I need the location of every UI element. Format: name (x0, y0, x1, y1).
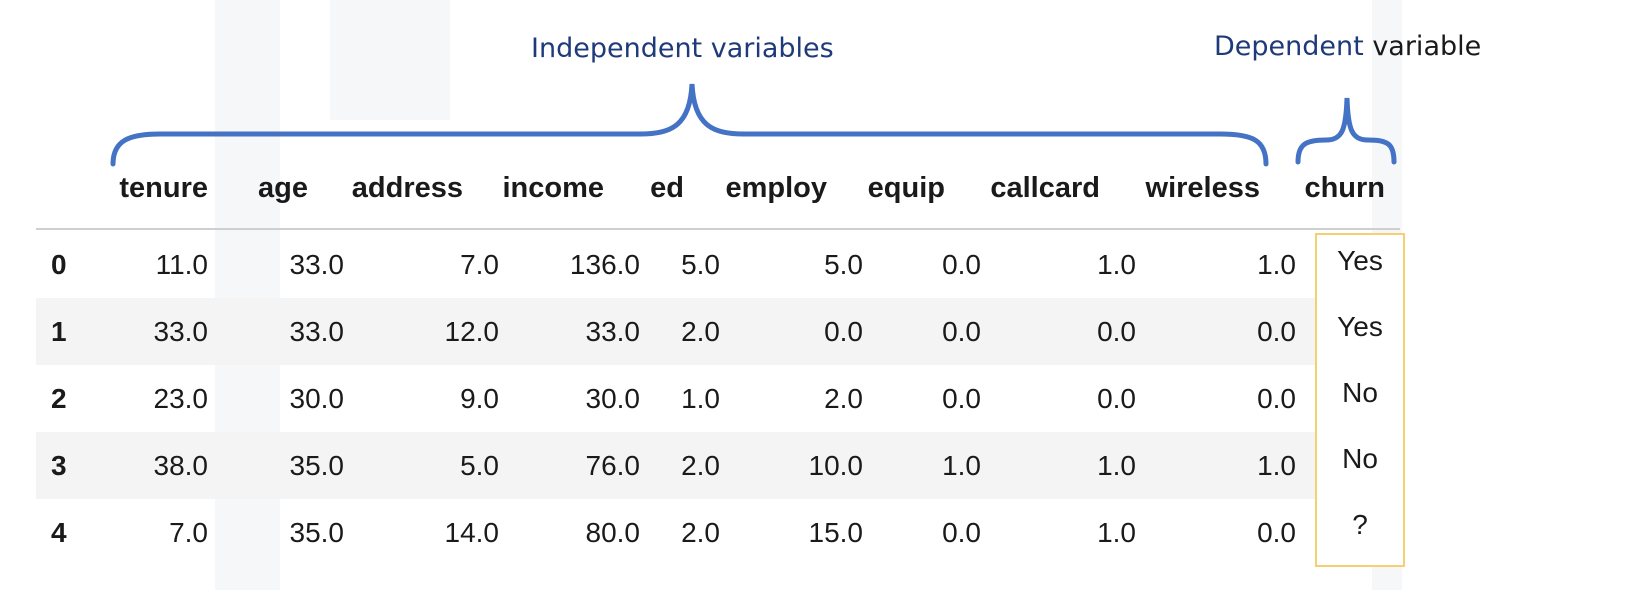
table-cell-callcard: 0.0 (1097, 316, 1136, 347)
col-header-callcard: callcard (990, 172, 1100, 204)
table-row: 3 38.0 35.0 5.0 76.0 2.0 10.0 1.0 1.0 1.0 (36, 432, 1400, 499)
table-cell-wireless: 1.0 (1257, 450, 1296, 481)
table-cell-employ: 2.0 (824, 383, 863, 414)
table-cell-ed: 5.0 (681, 249, 720, 280)
churn-value: No (1342, 443, 1378, 474)
header-divider (36, 228, 1400, 230)
row-index: 4 (51, 517, 67, 548)
table-cell-income: 80.0 (585, 517, 641, 548)
churn-value: Yes (1337, 245, 1383, 276)
table-cell-equip: 0.0 (942, 517, 981, 548)
table-cell-age: 35.0 (289, 450, 345, 481)
table-cell-income: 33.0 (585, 316, 641, 347)
churn-value: No (1342, 377, 1378, 408)
dependent-word: Dependent (1214, 31, 1364, 62)
dependent-variable-label: Dependent variable (1214, 31, 1481, 62)
table-cell-employ: 10.0 (808, 450, 864, 481)
table-cell-employ: 0.0 (824, 316, 863, 347)
row-index: 0 (51, 249, 67, 280)
col-header-age: age (258, 172, 308, 204)
table-row: 1 33.0 33.0 12.0 33.0 2.0 0.0 0.0 0.0 0.0 (36, 298, 1400, 365)
table-cell-callcard: 1.0 (1097, 249, 1136, 280)
table-cell-wireless: 1.0 (1257, 249, 1296, 280)
row-index: 3 (51, 450, 67, 481)
table-cell-equip: 0.0 (942, 316, 981, 347)
table-cell-address: 5.0 (460, 450, 499, 481)
table-cell-ed: 2.0 (681, 450, 720, 481)
table-cell-ed: 1.0 (681, 383, 720, 414)
table-cell-address: 7.0 (460, 249, 499, 280)
dependent-brace (1295, 97, 1397, 165)
row-index: 2 (51, 383, 67, 414)
table-row: 0 11.0 33.0 7.0 136.0 5.0 5.0 0.0 1.0 1.0 (36, 231, 1400, 298)
table-cell-age: 35.0 (289, 517, 345, 548)
table-cell-tenure: 23.0 (153, 383, 209, 414)
table-cell-equip: 0.0 (942, 383, 981, 414)
table-cell-address: 12.0 (444, 316, 500, 347)
col-header-wireless: wireless (1145, 172, 1260, 204)
table-cell-age: 33.0 (289, 249, 345, 280)
col-header-address: address (351, 172, 463, 204)
table-cell-tenure: 7.0 (169, 517, 208, 548)
table-cell-income: 30.0 (585, 383, 641, 414)
independent-variables-label: Independent variables (531, 33, 834, 64)
col-header-income: income (502, 172, 604, 204)
col-header-employ: employ (725, 172, 827, 204)
col-header-tenure: tenure (119, 172, 208, 204)
table-cell-income: 136.0 (569, 249, 640, 280)
table-cell-equip: 0.0 (942, 249, 981, 280)
table-cell-employ: 15.0 (808, 517, 864, 548)
table-row: 4 7.0 35.0 14.0 80.0 2.0 15.0 0.0 1.0 0.0 (36, 499, 1400, 566)
table-cell-ed: 2.0 (681, 316, 720, 347)
col-header-equip: equip (867, 172, 945, 204)
table-cell-wireless: 0.0 (1257, 517, 1296, 548)
table-cell-wireless: 0.0 (1257, 316, 1296, 347)
table-row: 2 23.0 30.0 9.0 30.0 1.0 2.0 0.0 0.0 0.0 (36, 365, 1400, 432)
col-header-churn: churn (1304, 172, 1385, 204)
table-cell-callcard: 1.0 (1097, 517, 1136, 548)
background-watermark-mid (330, 0, 450, 120)
table-cell-callcard: 0.0 (1097, 383, 1136, 414)
table-cell-income: 76.0 (585, 450, 641, 481)
table-cell-tenure: 38.0 (153, 450, 209, 481)
table-cell-employ: 5.0 (824, 249, 863, 280)
table-cell-equip: 1.0 (942, 450, 981, 481)
churn-value: Yes (1337, 311, 1383, 342)
table-cell-tenure: 33.0 (153, 316, 209, 347)
table-cell-callcard: 1.0 (1097, 450, 1136, 481)
variable-word: variable (1372, 31, 1482, 62)
table-cell-tenure: 11.0 (155, 249, 208, 280)
col-header-ed: ed (650, 172, 684, 204)
table-cell-ed: 2.0 (681, 517, 720, 548)
table-cell-wireless: 0.0 (1257, 383, 1296, 414)
table-cell-address: 9.0 (460, 383, 499, 414)
row-index: 1 (51, 316, 67, 347)
churn-value: ? (1352, 509, 1368, 540)
churn-highlight-box (1315, 233, 1405, 567)
independent-brace (110, 83, 1269, 167)
table-cell-address: 14.0 (444, 517, 500, 548)
table-cell-age: 33.0 (289, 316, 345, 347)
table-cell-age: 30.0 (289, 383, 345, 414)
